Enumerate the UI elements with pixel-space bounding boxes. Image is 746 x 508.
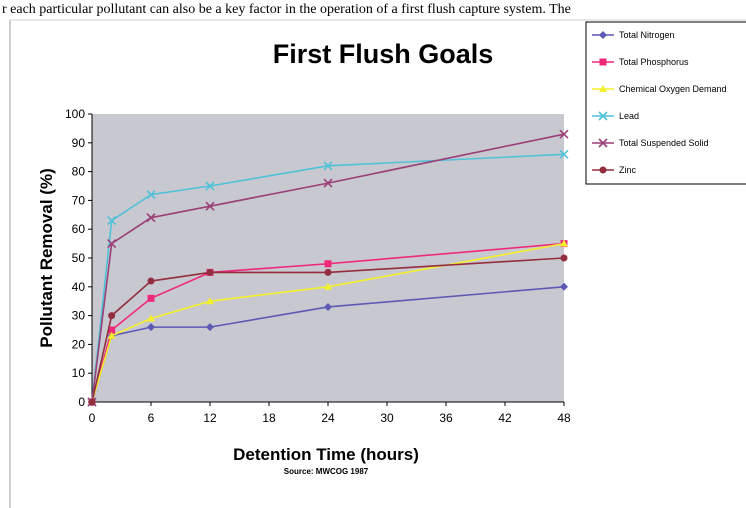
data-point bbox=[107, 331, 116, 339]
data-point bbox=[206, 297, 214, 305]
y-tick-label: 100 bbox=[65, 107, 85, 121]
data-point bbox=[560, 282, 568, 291]
x-tick-label: 36 bbox=[439, 411, 453, 425]
legend-label: Total Nitrogen bbox=[619, 30, 675, 40]
axes: 0 10 20 30 40 50 60 70 80 90 100 0 6 12 18 24 30 36 42 48 bbox=[65, 107, 571, 425]
legend-swatch-marker bbox=[599, 58, 607, 66]
data-point bbox=[324, 268, 332, 276]
data-point bbox=[323, 161, 333, 171]
y-tick-label: 0 bbox=[78, 395, 85, 409]
data-point bbox=[147, 323, 155, 332]
legend-label: Chemical Oxygen Demand bbox=[619, 84, 727, 94]
legend-entry: Lead bbox=[592, 111, 639, 121]
legend-swatch-marker bbox=[598, 111, 608, 121]
data-point bbox=[323, 178, 333, 188]
data-point bbox=[324, 302, 332, 311]
legend-label: Total Phosphorus bbox=[619, 57, 689, 67]
y-tick-label: 70 bbox=[72, 193, 86, 207]
data-point bbox=[147, 277, 155, 285]
data-point bbox=[108, 312, 116, 320]
x-axis-label: Detention Time (hours) bbox=[233, 445, 419, 464]
data-point bbox=[559, 129, 569, 139]
x-tick-label: 6 bbox=[148, 411, 155, 425]
caption-fragment: r each particular pollutant can also be … bbox=[2, 2, 571, 17]
chart-title: First Flush Goals bbox=[273, 39, 494, 69]
series-line bbox=[91, 242, 565, 403]
y-tick-label: 10 bbox=[72, 366, 86, 380]
legend-swatch-marker bbox=[599, 31, 607, 39]
x-tick-label: 24 bbox=[321, 411, 335, 425]
legend-entry: Total Nitrogen bbox=[592, 30, 675, 40]
y-tick-label: 30 bbox=[72, 309, 86, 323]
series-line bbox=[91, 133, 565, 403]
data-point bbox=[324, 260, 332, 268]
data-point bbox=[147, 294, 155, 302]
data-point bbox=[324, 282, 332, 290]
data-point bbox=[88, 398, 96, 406]
y-tick-label: 80 bbox=[72, 165, 86, 179]
series-lead bbox=[87, 149, 569, 407]
series-zinc bbox=[88, 254, 568, 406]
x-tick-label: 30 bbox=[380, 411, 394, 425]
legend-label: Lead bbox=[619, 111, 639, 121]
data-point bbox=[205, 181, 215, 191]
data-point bbox=[560, 239, 568, 247]
legend-entry: Zinc bbox=[592, 165, 637, 175]
legend-label: Total Suspended Solid bbox=[619, 138, 709, 148]
data-point bbox=[147, 314, 155, 322]
x-tick-label: 0 bbox=[89, 411, 96, 425]
data-point bbox=[560, 254, 568, 262]
legend: Total Nitrogen Total Phosphorus Chemical O… bbox=[592, 30, 727, 175]
data-point bbox=[146, 213, 156, 223]
x-tick-label: 48 bbox=[557, 411, 571, 425]
legend-entry: Chemical Oxygen Demand bbox=[592, 84, 727, 94]
y-tick-label: 60 bbox=[72, 222, 86, 236]
series-layer bbox=[87, 129, 569, 407]
data-point bbox=[107, 215, 117, 226]
y-tick-label: 20 bbox=[72, 337, 86, 351]
y-axis-label: Pollutant Removal (%) bbox=[37, 168, 56, 347]
series-line bbox=[91, 153, 565, 403]
y-tick-label: 40 bbox=[72, 280, 86, 294]
data-point bbox=[205, 201, 215, 211]
x-tick-label: 18 bbox=[262, 411, 276, 425]
series-line bbox=[91, 257, 565, 403]
legend-entry: Total Suspended Solid bbox=[592, 138, 709, 148]
legend-entry: Total Phosphorus bbox=[592, 57, 689, 67]
x-tick-label: 12 bbox=[203, 411, 217, 425]
source-note: Source: MWCOG 1987 bbox=[284, 467, 369, 476]
data-point bbox=[559, 149, 569, 159]
x-tick-label: 42 bbox=[498, 411, 512, 425]
series-line bbox=[91, 242, 565, 403]
legend-swatch-marker bbox=[599, 85, 607, 92]
legend-swatch-marker bbox=[599, 166, 607, 174]
data-point bbox=[108, 326, 116, 334]
legend-label: Zinc bbox=[619, 165, 637, 175]
data-point bbox=[146, 190, 156, 200]
data-point bbox=[206, 268, 214, 276]
data-point bbox=[206, 323, 214, 332]
y-tick-label: 50 bbox=[72, 251, 86, 265]
legend-swatch-marker bbox=[598, 138, 608, 148]
legend-box bbox=[585, 21, 746, 185]
data-point bbox=[107, 239, 117, 249]
y-tick-label: 90 bbox=[72, 136, 86, 150]
